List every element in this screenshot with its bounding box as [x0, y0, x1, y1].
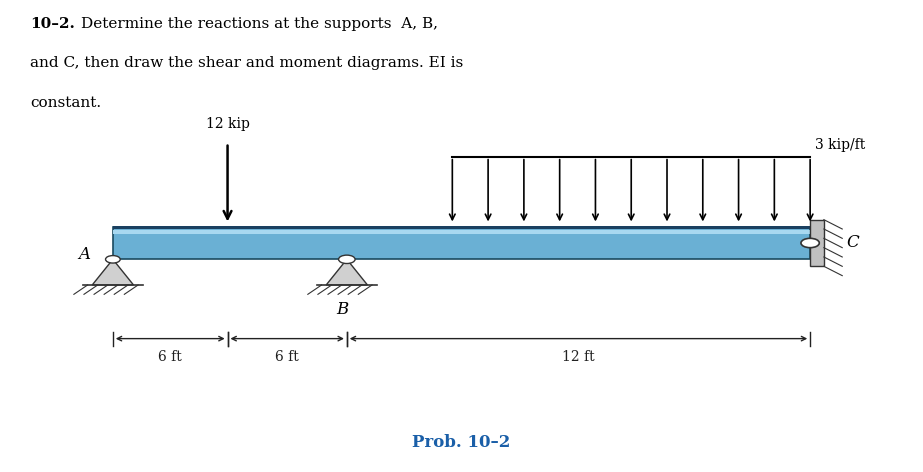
- Polygon shape: [326, 259, 367, 285]
- Bar: [810, 219, 824, 266]
- Text: 6 ft: 6 ft: [159, 350, 182, 364]
- Circle shape: [801, 238, 820, 248]
- Bar: [113, 227, 810, 259]
- Text: Prob. 10–2: Prob. 10–2: [413, 434, 510, 451]
- Text: 12 kip: 12 kip: [206, 117, 249, 131]
- Text: constant.: constant.: [30, 96, 102, 110]
- Circle shape: [105, 256, 120, 263]
- Circle shape: [339, 255, 355, 263]
- Polygon shape: [92, 259, 134, 285]
- Text: 12 ft: 12 ft: [562, 350, 594, 364]
- Text: Determine the reactions at the supports  A, B,: Determine the reactions at the supports …: [80, 17, 438, 31]
- Text: C: C: [846, 235, 859, 252]
- Text: and C, then draw the shear and moment diagrams. EI is: and C, then draw the shear and moment di…: [30, 57, 463, 70]
- Text: 6 ft: 6 ft: [275, 350, 299, 364]
- Bar: [113, 229, 810, 234]
- Text: 10–2.: 10–2.: [30, 17, 75, 31]
- Text: 3 kip/ft: 3 kip/ft: [815, 138, 865, 152]
- Bar: [113, 226, 810, 229]
- Text: A: A: [78, 246, 90, 263]
- Text: B: B: [336, 301, 348, 318]
